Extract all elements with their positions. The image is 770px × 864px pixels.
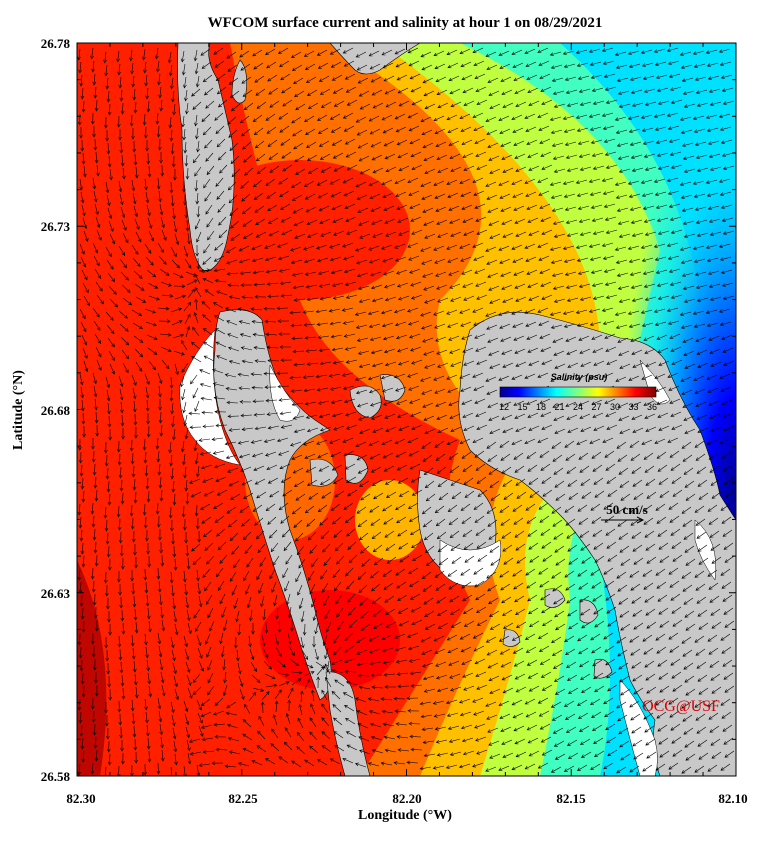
colorbar-gradient [499, 386, 657, 398]
y-tick-label-3: 26.63 [41, 586, 71, 601]
colorbar-tick-label: 33 [628, 402, 638, 412]
land-islet-7 [579, 599, 599, 624]
scale-vector-arrowhead [636, 516, 645, 524]
colorbar-tick-label: 18 [536, 402, 546, 412]
colorbar-tick-label: 24 [573, 402, 583, 412]
y-tick-label-1: 26.73 [41, 219, 71, 234]
colorbar: Salinity (psu) 12 15 18 21 24 27 30 33 36 [499, 372, 657, 412]
land-islet-3 [309, 458, 339, 487]
scale-vector: 50 cm/s [601, 502, 648, 524]
scale-vector-label: 50 cm/s [606, 502, 648, 517]
colorbar-tick-label: 15 [517, 402, 527, 412]
colorbar-tick-label: 21 [554, 402, 564, 412]
land-islet-6 [544, 588, 566, 608]
land-mainland-north [329, 43, 421, 75]
current-arrows [77, 47, 735, 776]
x-tick-label-1: 82.25 [228, 791, 258, 806]
current-vectors [77, 47, 735, 776]
x-tick-label-0: 82.30 [66, 791, 95, 806]
y-tick-label-2: 26.68 [41, 403, 71, 418]
x-tick-label-3: 82.15 [556, 791, 586, 806]
masked-zones [179, 329, 716, 776]
colorbar-tick-label: 12 [499, 402, 509, 412]
credit-label: OCG@USF [642, 698, 720, 715]
land-islet-1 [349, 385, 382, 419]
land-islet-4 [344, 454, 369, 484]
x-tick-label-4: 82.10 [718, 791, 747, 806]
colorbar-tick-label: 36 [647, 402, 657, 412]
land-islet-8 [502, 629, 521, 647]
axis-ticks [76, 42, 737, 777]
y-axis-title: Latitude (°N) [11, 370, 26, 450]
y-tick-label-4: 26.58 [41, 769, 71, 784]
colorbar-title: Salinity (psu) [551, 372, 608, 382]
chart-title: WFCOM surface current and salinity at ho… [208, 15, 603, 31]
colorbar-tick-label: 27 [591, 402, 601, 412]
colorbar-ticks: 12 15 18 21 24 27 30 33 36 [499, 402, 657, 412]
y-tick-label-0: 26.78 [41, 36, 71, 51]
x-tick-label-2: 82.20 [392, 791, 421, 806]
plot-area [77, 43, 736, 776]
land-northern-key [177, 43, 235, 273]
colorbar-tick-label: 30 [610, 402, 620, 412]
land-islet-5 [231, 59, 247, 104]
x-axis-title: Longitude (°W) [358, 808, 452, 823]
